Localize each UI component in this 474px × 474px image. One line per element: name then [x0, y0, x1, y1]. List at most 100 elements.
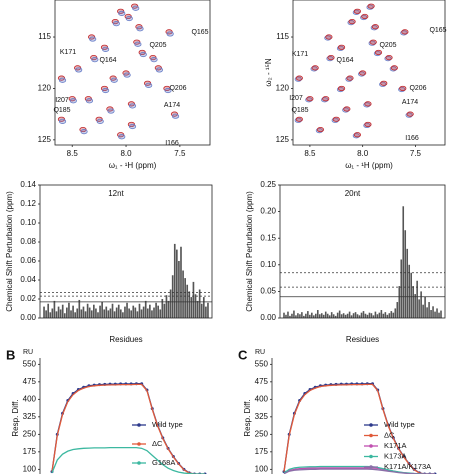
- peak-annotation: I166: [405, 135, 419, 142]
- bar: [124, 306, 126, 318]
- peak: [132, 5, 140, 11]
- bar: [305, 313, 307, 318]
- legend-marker: [369, 433, 373, 438]
- bar: [198, 289, 201, 318]
- bar: [386, 314, 389, 318]
- bar: [136, 311, 139, 318]
- bar: [311, 312, 313, 318]
- bar: [430, 310, 432, 318]
- bar: [420, 291, 422, 318]
- bar: [400, 259, 403, 318]
- bar: [180, 246, 182, 318]
- peak: [69, 98, 77, 104]
- y-tick-label: 0.20: [260, 207, 276, 216]
- y-tick-label: 120: [276, 84, 290, 93]
- bar: [398, 286, 401, 318]
- y-tick-label: 0.00: [20, 313, 36, 322]
- peak: [348, 18, 356, 25]
- peak-annotation: Q206: [409, 85, 426, 92]
- peak: [80, 129, 88, 135]
- x-axis-label: ω₁ - ¹H (ppm): [109, 161, 157, 170]
- peak-annotation: I207: [55, 97, 69, 104]
- bar: [313, 315, 315, 318]
- peak: [112, 21, 120, 27]
- bar: [422, 304, 424, 318]
- bar: [99, 305, 101, 318]
- bar: [173, 243, 176, 318]
- bar: [316, 310, 319, 318]
- bar: [303, 315, 305, 318]
- peak: [125, 15, 133, 22]
- bar: [97, 312, 99, 318]
- plot-frame: [292, 0, 446, 146]
- bar: [113, 311, 116, 318]
- bar: [372, 315, 375, 318]
- bar: [440, 310, 442, 318]
- bar: [396, 302, 399, 318]
- peak-annotation: I207: [289, 95, 303, 102]
- bar: [384, 312, 387, 318]
- sensorgram-line: [283, 383, 435, 474]
- bar: [388, 313, 391, 318]
- bar: [140, 309, 143, 318]
- bar: [301, 312, 303, 318]
- y-tick-label: 175: [255, 447, 269, 456]
- peak-annotation: A174: [402, 99, 418, 106]
- bar: [352, 313, 355, 318]
- legend-marker: [369, 454, 373, 459]
- peak: [58, 118, 67, 124]
- peak: [343, 106, 351, 112]
- bar: [285, 314, 287, 318]
- peak: [91, 57, 99, 63]
- bar: [55, 311, 58, 318]
- bar: [364, 313, 367, 318]
- y-tick-label: 0.15: [260, 233, 276, 242]
- bar: [188, 291, 191, 318]
- peak: [364, 101, 372, 107]
- bar: [134, 307, 137, 318]
- bar: [190, 297, 193, 318]
- bar: [43, 306, 45, 318]
- peak: [359, 70, 367, 76]
- legend-label: Wild type: [152, 420, 183, 429]
- bar: [194, 294, 197, 318]
- bar: [297, 313, 299, 318]
- bar: [394, 308, 397, 318]
- bar: [402, 206, 405, 318]
- peak-annotation: A174: [164, 102, 180, 109]
- y-axis-label: ω₂ - ¹⁵N: [264, 58, 273, 86]
- peak: [150, 57, 158, 63]
- peak-annotation: Q165: [429, 27, 446, 34]
- bar: [418, 299, 420, 318]
- y-tick-label: 0.02: [20, 294, 36, 303]
- panel-label: B: [6, 347, 15, 362]
- bar: [103, 309, 106, 318]
- y-tick-label: 0.08: [20, 237, 36, 246]
- bar: [309, 314, 311, 318]
- y-tick-label: 0.05: [260, 287, 276, 296]
- x-axis-label: Residues: [346, 335, 379, 344]
- peak: [101, 46, 110, 52]
- bar: [202, 297, 205, 318]
- peak: [337, 85, 346, 92]
- bar: [105, 306, 108, 318]
- bar: [61, 304, 64, 318]
- bar: [72, 305, 74, 318]
- legend-marker: [369, 423, 373, 427]
- y-tick-label: 400: [23, 394, 37, 403]
- peak: [406, 111, 414, 117]
- y-tick-label: 325: [23, 412, 37, 421]
- peak: [322, 96, 330, 102]
- bar: [70, 310, 72, 318]
- plot-frame: [279, 184, 446, 319]
- peak: [295, 75, 303, 81]
- peak: [118, 134, 126, 140]
- bar: [165, 295, 168, 318]
- y-tick-label: 0.00: [260, 313, 276, 322]
- bar: [424, 296, 426, 318]
- peak: [316, 126, 325, 133]
- bar: [51, 308, 54, 318]
- peak: [107, 108, 115, 114]
- legend-label: Wild type: [384, 420, 415, 429]
- bar: [307, 311, 309, 318]
